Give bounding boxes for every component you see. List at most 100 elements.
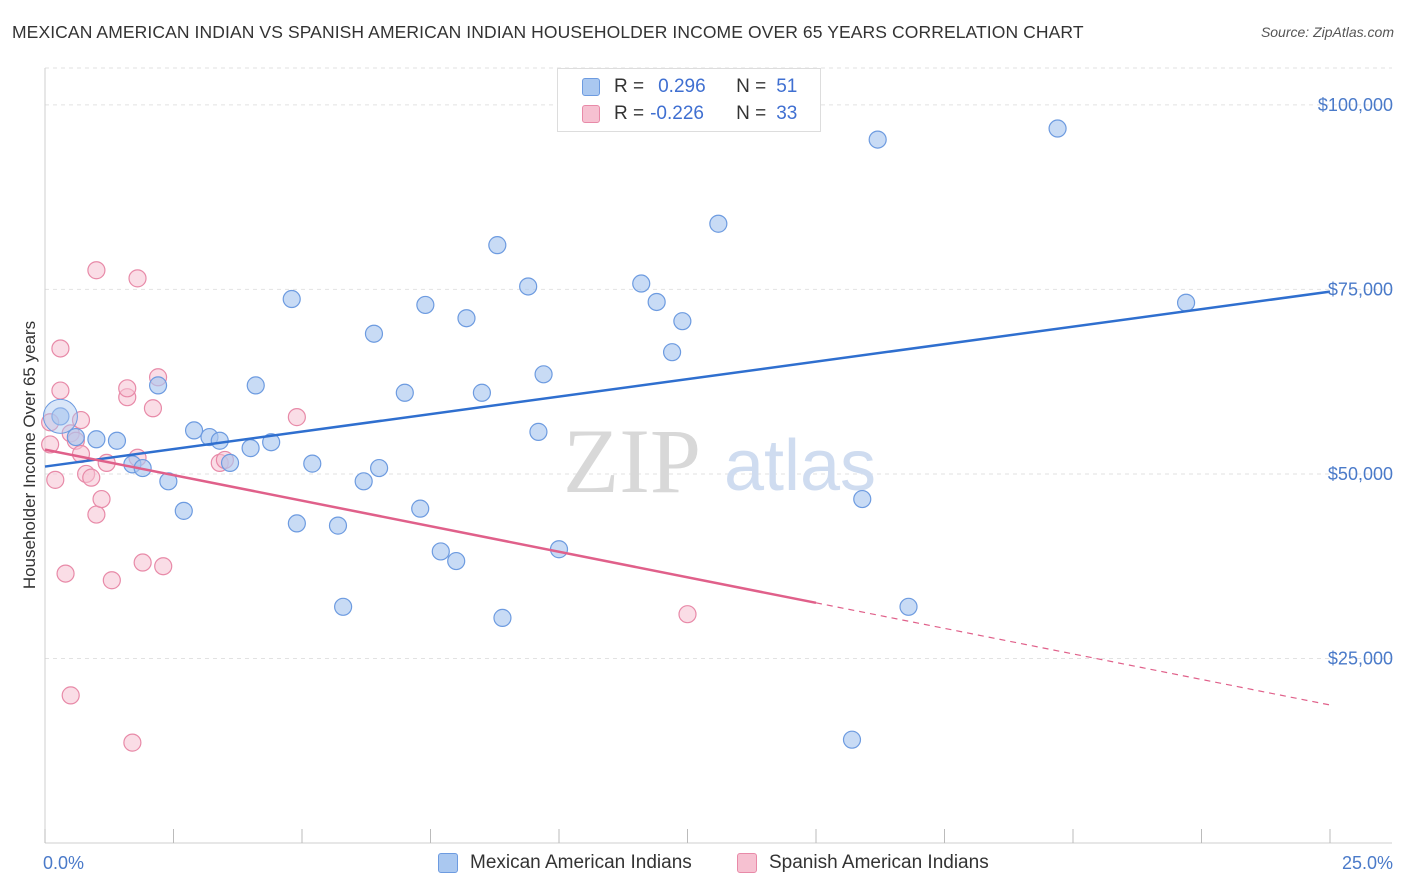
data-point-spanish [46,470,65,489]
data-point-mexican [447,551,466,571]
data-point-spanish [87,505,106,524]
data-point-spanish [92,489,111,509]
series-swatch-blue [438,853,458,873]
chart-title: MEXICAN AMERICAN INDIAN VS SPANISH AMERI… [12,22,1084,42]
trend-line-spanish [44,448,817,605]
series-swatch-pink [737,853,757,873]
data-point-mexican [370,458,389,478]
legend-swatch-pink [582,105,600,123]
legend-r-label: R = [614,103,645,124]
trend-lines [44,290,1331,706]
data-point-mexican [534,365,553,384]
data-point-mexican [395,383,414,402]
data-point-spanish [51,381,70,400]
legend-r-value: -0.226 [650,103,704,124]
data-point-mexican [159,472,178,491]
data-point-spanish [128,269,147,288]
legend-swatch-blue [582,78,600,96]
data-point-mexican [673,312,692,331]
data-point-spanish [143,399,163,418]
legend-n-label: N = [736,103,767,124]
legend-row-mexican: R = 0.296 N = 51 [582,74,797,100]
data-point-spanish [87,261,106,280]
data-point-mexican [364,324,384,343]
data-point-mexican [662,343,682,362]
data-point-mexican [416,295,435,315]
watermark-zip: ZIP [563,410,701,512]
data-point-mexican [529,422,548,441]
data-point-spanish [56,564,75,583]
data-point-mexican [1176,293,1196,312]
y-tick-label: $25,000 [1328,648,1393,668]
data-point-mexican [174,501,193,520]
data-point-mexican [868,130,887,149]
data-point-mexican [709,214,728,233]
data-point-mexican [647,292,666,312]
data-point-mexican [66,427,85,447]
data-point-mexican [246,376,265,395]
grid-lines [45,67,1392,659]
data-point-mexican [853,489,872,509]
data-point-spanish [154,557,173,576]
data-point-mexican [287,514,306,533]
data-point-mexican [457,309,476,328]
y-tick-label: $100,000 [1318,95,1393,115]
legend-n-value: 51 [776,76,798,97]
data-point-spanish [71,410,91,430]
data-point-mexican [411,499,430,518]
data-point-mexican [282,289,301,309]
axes [44,68,1392,844]
data-point-mexican [328,516,348,535]
y-tick-labels: $25,000 $50,000 $75,000 $100,000 [1318,95,1393,669]
mexican-series-points [42,119,1196,749]
data-point-mexican [107,431,127,450]
legend-row-spanish: R = -0.226 N = 33 [582,101,797,127]
correlation-legend: R = 0.296 N = 51 R = -0.226 N = 33 [557,68,821,132]
data-point-spanish [51,339,70,358]
x-tick-label: 0.0% [43,853,84,873]
data-point-mexican [334,597,353,616]
x-tick-labels: 0.0% 25.0% [43,853,1393,873]
data-point-mexican [842,730,862,749]
y-tick-label: $75,000 [1328,279,1393,299]
series-legend-label: Mexican American Indians [470,852,692,873]
data-point-spanish [61,686,80,705]
data-point-mexican [899,597,918,616]
source-credit: Source: ZipAtlas.com [1260,24,1394,40]
data-point-mexican [220,453,240,472]
data-point-spanish [82,468,101,487]
data-point-mexican [354,472,373,491]
data-point-mexican [549,540,569,559]
data-point-mexican [431,542,450,561]
data-point-mexican [1048,119,1067,138]
data-point-mexican [519,277,538,296]
y-axis-label: Householder Income Over 65 years [20,321,39,589]
legend-r-value: 0.296 [658,76,706,97]
series-legend-mexican: Mexican American Indians [438,852,692,874]
data-point-mexican [87,430,106,449]
data-point-spanish [123,733,142,752]
data-point-cluster [42,398,78,434]
data-point-spanish [133,553,152,572]
x-tick-label: 25.0% [1342,853,1393,873]
series-legend-label: Spanish American Indians [769,852,989,873]
legend-r-label: R = [614,76,645,97]
data-point-spanish [678,605,697,624]
data-point-mexican [51,407,70,426]
data-point-spanish [287,408,306,427]
watermark-atlas: atlas [724,426,876,506]
data-point-mexican [184,421,204,440]
data-point-mexican [488,236,507,255]
trend-line-mexican [44,290,1331,468]
trend-line-spanish-extension [815,602,1331,706]
data-point-spanish [118,379,137,398]
legend-n-label: N = [736,76,767,97]
data-point-mexican [632,274,651,293]
data-point-mexican [241,439,260,458]
data-point-spanish [102,571,121,590]
series-legend-spanish: Spanish American Indians [737,852,989,874]
series-legend: Mexican American Indians Spanish America… [0,852,1406,878]
legend-n-value: 33 [776,103,798,124]
data-point-mexican [262,433,281,452]
